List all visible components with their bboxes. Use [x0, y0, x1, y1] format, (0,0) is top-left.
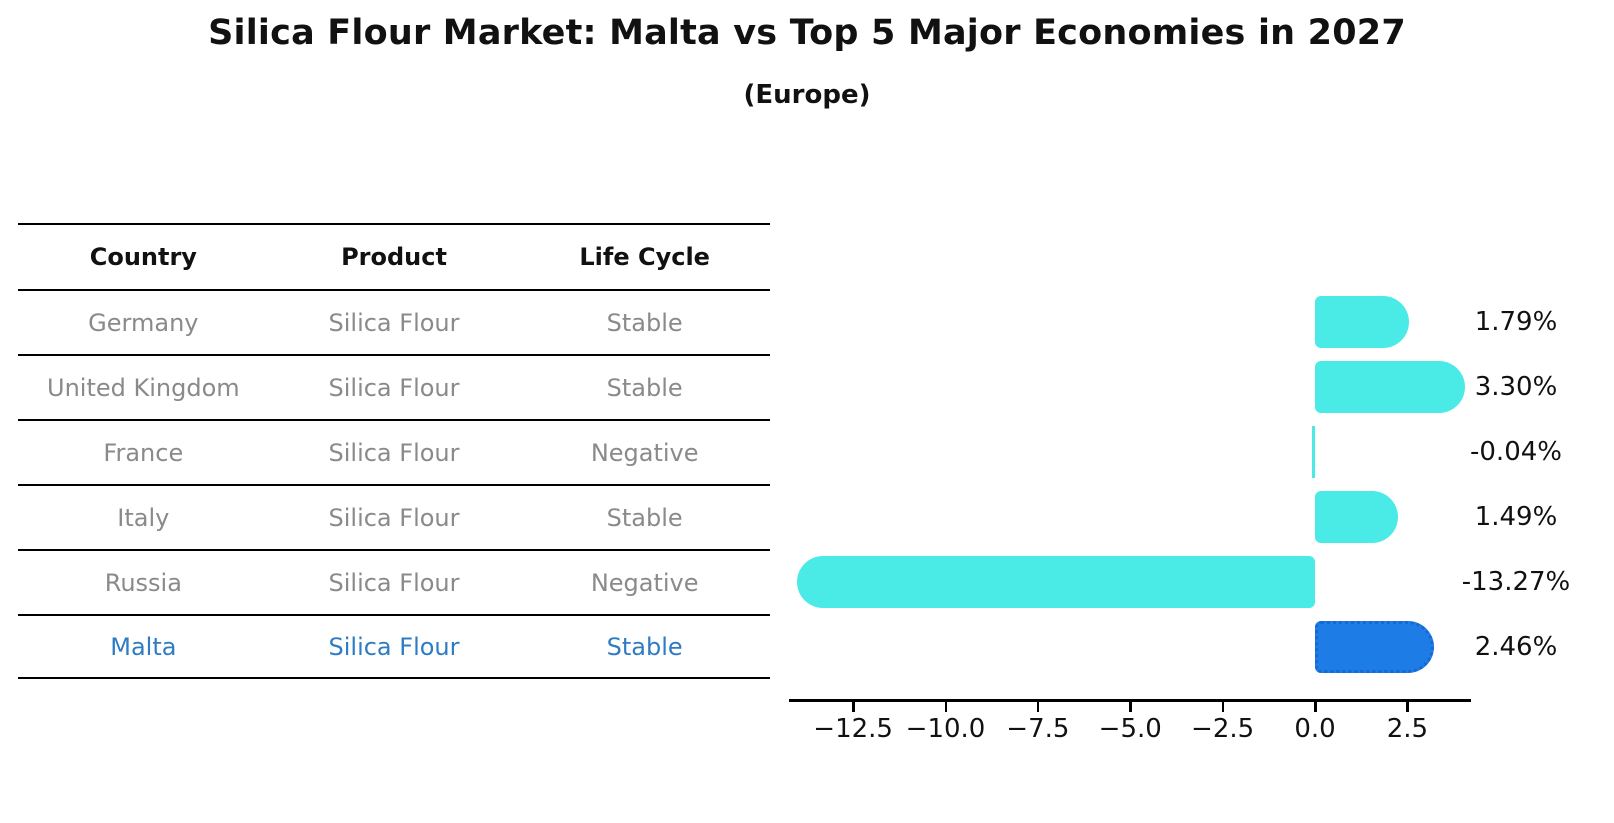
value-label-france: -0.04%	[1470, 436, 1562, 467]
x-tick	[1406, 699, 1409, 712]
country-table: Country Product Life Cycle Germany Silic…	[18, 223, 770, 679]
column-header-product: Product	[341, 243, 447, 271]
cell-life-cycle: Stable	[606, 373, 683, 402]
value-label-germany: 1.79%	[1474, 306, 1558, 337]
x-tick-label: −2.5	[1191, 714, 1255, 744]
cell-product: Silica Flour	[328, 308, 460, 337]
column-header-country: Country	[89, 243, 197, 271]
x-tick-label: −12.5	[813, 714, 893, 744]
cell-country: France	[103, 438, 184, 467]
x-tick-label: 0.0	[1294, 714, 1336, 744]
table-row-italy: Italy Silica Flour Stable	[18, 484, 770, 549]
x-tick-label: 2.5	[1386, 714, 1429, 744]
cell-life-cycle: Negative	[590, 568, 699, 597]
cell-life-cycle: Stable	[606, 632, 683, 661]
bar-germany	[1315, 295, 1410, 348]
cell-country: Malta	[110, 632, 177, 661]
chart-subtitle: (Europe)	[743, 80, 871, 110]
table-row-malta: Malta Silica Flour Stable	[18, 614, 770, 679]
x-tick-label: −5.0	[1098, 714, 1162, 744]
table-row-russia: Russia Silica Flour Negative	[18, 549, 770, 614]
cell-product: Silica Flour	[328, 568, 460, 597]
x-tick	[1221, 699, 1225, 712]
bar-france	[1312, 425, 1315, 478]
cell-life-cycle: Stable	[606, 503, 683, 532]
x-tick	[1129, 699, 1132, 712]
x-axis-line	[789, 699, 1471, 702]
cell-life-cycle: Negative	[590, 438, 699, 467]
x-tick	[944, 699, 947, 712]
bar-russia	[796, 555, 1315, 608]
x-tick	[1036, 699, 1040, 712]
cell-product: Silica Flour	[328, 373, 460, 402]
table-row-united-kingdom: United Kingdom Silica Flour Stable	[18, 354, 770, 419]
cell-country: Germany	[88, 308, 199, 337]
x-tick	[1314, 699, 1317, 712]
table-row-france: France Silica Flour Negative	[18, 419, 770, 484]
bar-united-kingdom	[1315, 360, 1465, 413]
value-label-united-kingdom: 3.30%	[1474, 371, 1558, 402]
column-header-life-cycle: Life Cycle	[579, 243, 710, 271]
cell-country: Russia	[104, 568, 182, 597]
value-label-russia: -13.27%	[1461, 566, 1571, 597]
x-tick-label: −10.0	[905, 714, 986, 744]
x-tick-label: −7.5	[1006, 714, 1070, 744]
bar-italy	[1315, 490, 1399, 543]
value-label-italy: 1.49%	[1474, 501, 1558, 532]
table-header-row: Country Product Life Cycle	[18, 223, 770, 289]
cell-product: Silica Flour	[328, 438, 460, 467]
cell-country: Italy	[117, 503, 170, 532]
x-tick	[852, 699, 855, 712]
cell-country: United Kingdom	[47, 373, 240, 402]
bar-malta	[1315, 620, 1434, 673]
cell-product: Silica Flour	[328, 503, 460, 532]
cell-life-cycle: Stable	[606, 308, 683, 337]
table-row-germany: Germany Silica Flour Stable	[18, 289, 770, 354]
value-label-malta: 2.46%	[1474, 631, 1558, 662]
cell-product: Silica Flour	[328, 632, 460, 661]
chart-title: Silica Flour Market: Malta vs Top 5 Majo…	[208, 13, 1406, 53]
